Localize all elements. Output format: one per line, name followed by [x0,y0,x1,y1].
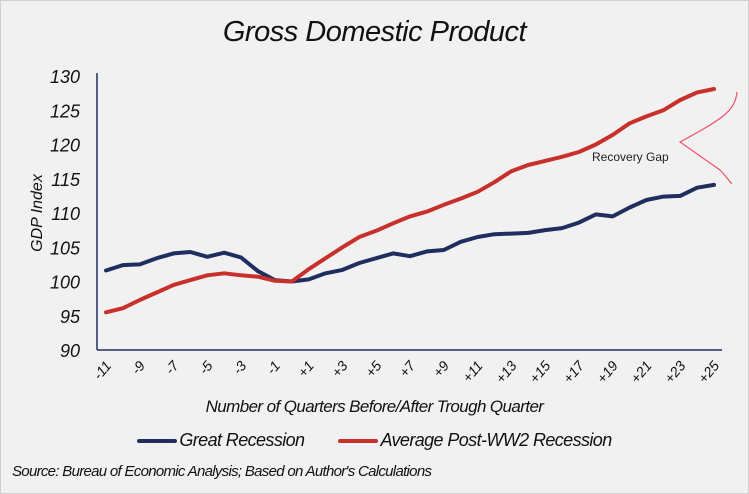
y-tick-label: 100 [50,273,80,293]
x-tick-label: +5 [362,357,385,380]
y-axis-label: GDP Index [29,173,46,252]
y-tick-label: 115 [51,170,81,190]
series-line-average-post-ww2 [104,87,716,315]
legend-label: Average Post-WW2 Recession [380,430,612,450]
legend-label: Great Recession [179,430,305,450]
x-tick-label: +3 [328,357,351,380]
recovery-gap-annotation: Recovery Gap [592,150,669,164]
y-tick-label: 130 [50,67,80,87]
chart-title: Gross Domestic Product [222,16,527,48]
legend-swatch [338,438,379,443]
legend-item-average-post-ww2: Average Post-WW2 Recession [338,430,612,451]
legend-item-great-recession: Great Recession [137,430,305,451]
legend-swatch [137,438,178,443]
source-note: Source: Bureau of Economic Analysis; Bas… [12,463,432,480]
y-tick-label: 120 [50,136,80,156]
x-tick-label: +11 [459,358,486,386]
x-axis-label: Number of Quarters Before/After Trough Q… [205,397,544,416]
x-tick-label: -3 [229,357,249,377]
x-tick-label: +17 [560,357,588,386]
recovery-gap-bracket [678,91,738,185]
x-tick-label: +19 [593,357,621,386]
x-tick-label: +7 [396,357,419,380]
y-tick-label: 125 [50,101,81,121]
x-tick-label: +13 [492,357,520,386]
x-tick-label: +15 [526,357,554,386]
x-tick-label: +25 [695,357,723,386]
x-tick-label: -5 [195,357,215,377]
x-tick-label: -7 [162,357,183,378]
y-tick-label: 105 [50,238,81,258]
y-tick-label: 95 [60,307,81,327]
legend: Great Recession Average Post-WW2 Recessi… [0,430,749,451]
y-tick-label: 90 [60,341,80,361]
x-tick-label: +1 [294,358,317,381]
x-tick-label: +23 [661,357,689,386]
x-tick-label: +9 [430,357,453,380]
x-tick-label: -11 [90,358,115,383]
series-line-great-recession [104,182,716,284]
y-tick-label: 110 [51,204,80,224]
x-tick-label: -1 [263,358,283,378]
x-tick-label: -9 [128,357,148,377]
x-tick-label: +21 [627,358,655,386]
